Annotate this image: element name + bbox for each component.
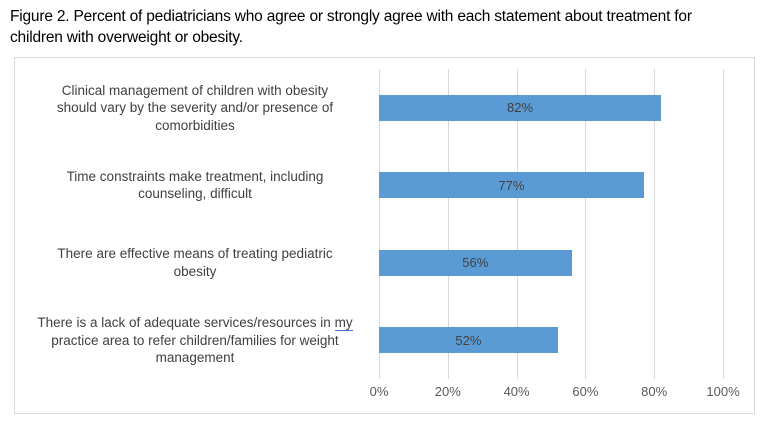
- x-axis-tick-label: 60%: [572, 384, 599, 399]
- bar-2: 77%: [379, 172, 644, 199]
- category-label-line: management: [155, 350, 235, 365]
- x-axis-tick-label: 80%: [641, 384, 668, 399]
- category-label: Time constraints make treatment, includi…: [19, 147, 371, 225]
- category-label-line: counseling, difficult: [138, 186, 252, 202]
- gridline-0%: [379, 69, 380, 379]
- category-label-line: There is a lack of adequate services/res…: [37, 315, 353, 331]
- figure-title-line: Figure 2. Percent of pediatricians who a…: [10, 8, 692, 25]
- bar-value-label: 52%: [455, 332, 482, 348]
- category-label: There is a lack of adequate services/res…: [19, 302, 371, 380]
- underlined-word: my: [334, 315, 353, 331]
- x-axis-tick-label: 20%: [434, 384, 461, 399]
- gridline-100%: [723, 69, 724, 379]
- gridline-20%: [447, 69, 449, 379]
- x-axis-tick-label: 100%: [706, 384, 740, 399]
- x-axis-tick-label: 40%: [503, 384, 530, 399]
- bar-value-label: 56%: [462, 255, 489, 271]
- category-label-line: should vary by the severity and/or prese…: [56, 100, 334, 115]
- category-label-line: comorbidities: [155, 117, 235, 133]
- category-label-text: Time constraints make treatment, includi…: [67, 168, 324, 203]
- category-label-text: There is a lack of adequate services/res…: [37, 314, 353, 367]
- category-label-line: practice area to refer children/families…: [51, 332, 339, 348]
- gridline-80%: [654, 69, 656, 379]
- category-label-line: Time constraints make treatment, includi…: [66, 168, 324, 184]
- category-label-line: Clinical management of children with obe…: [61, 82, 329, 98]
- bar-value-label: 77%: [498, 177, 525, 193]
- category-label: There are effective means of treating pe…: [19, 224, 371, 302]
- bar-value-label: 82%: [507, 100, 534, 116]
- gridline-60%: [585, 69, 587, 379]
- x-axis-tick-label: 0%: [369, 384, 389, 399]
- bar-3: 56%: [379, 249, 572, 276]
- bar-4: 52%: [379, 327, 558, 354]
- gridline-40%: [516, 69, 518, 379]
- category-label-text: Clinical management of children with obe…: [57, 82, 333, 135]
- figure-title: Figure 2. Percent of pediatricians who a…: [10, 6, 776, 48]
- category-label-line: obesity: [173, 263, 217, 279]
- category-label-text: There are effective means of treating pe…: [57, 245, 332, 280]
- category-label-line: There are effective means of treating pe…: [57, 246, 333, 262]
- chart-frame: 0% 20% 40% 60% 80% 100% Clinical management of…: [14, 57, 755, 414]
- category-label: Clinical management of children with obe…: [19, 69, 371, 147]
- bar-1: 82%: [379, 94, 662, 121]
- figure-title-line: children with overweight or obesity.: [10, 29, 243, 46]
